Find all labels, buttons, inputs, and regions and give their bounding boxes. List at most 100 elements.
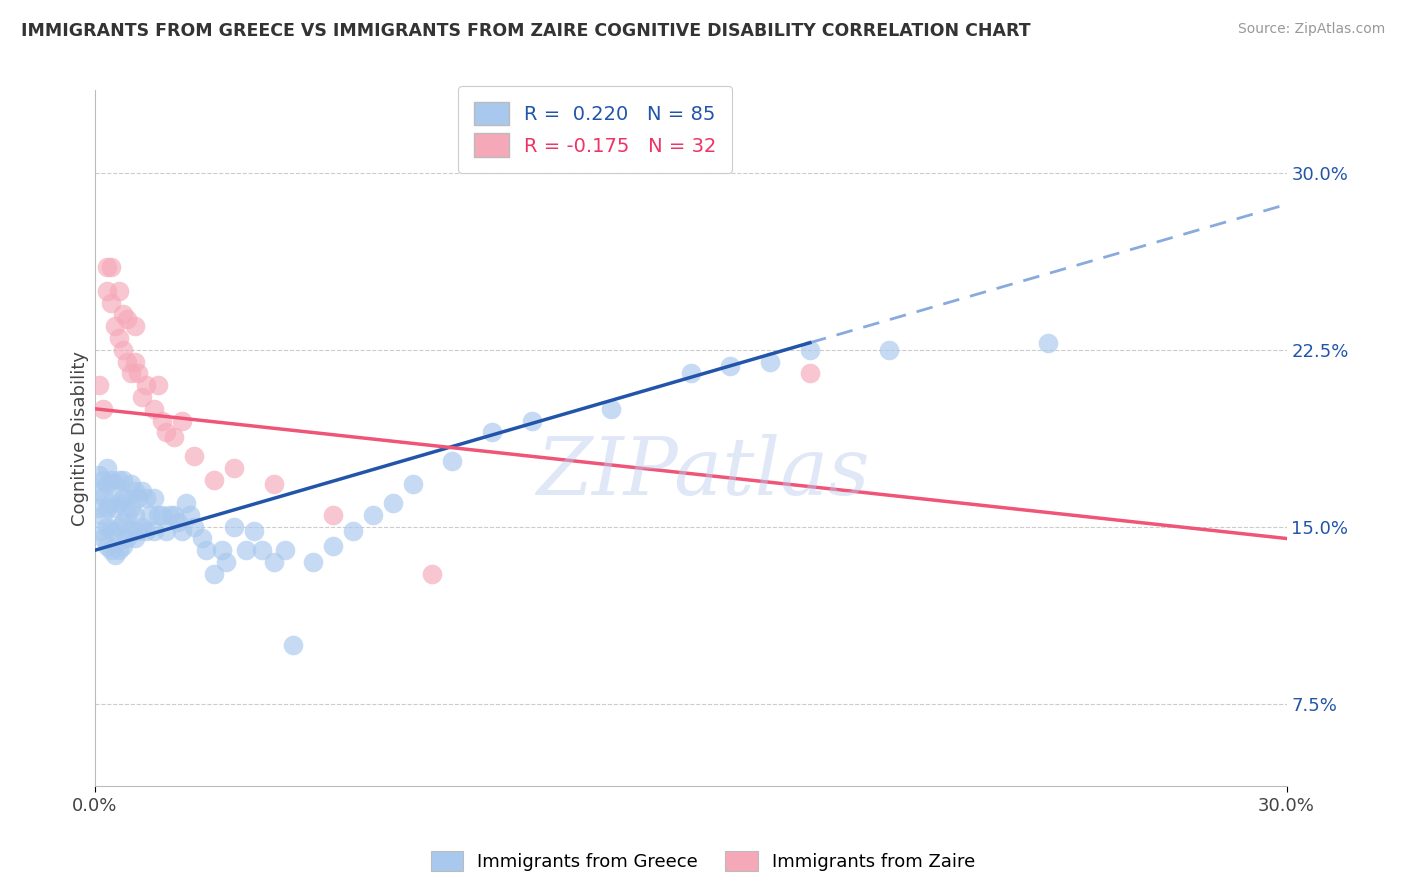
Point (87, 467, 110, 482)
Point (422, 566, 444, 581)
Point (441, 453, 464, 467)
Point (120, 477, 142, 491)
Point (879, 343, 901, 357)
Point (87, 524, 110, 539)
Text: ZIPatlas: ZIPatlas (536, 434, 870, 511)
Text: IMMIGRANTS FROM GREECE VS IMMIGRANTS FROM ZAIRE COGNITIVE DISABILITY CORRELATION: IMMIGRANTS FROM GREECE VS IMMIGRANTS FRO… (21, 22, 1031, 40)
Point (104, 524, 127, 539)
Point (96, 477, 118, 491)
Point (135, 378, 157, 392)
Point (124, 484, 146, 499)
Point (211, 543, 233, 558)
Point (174, 496, 197, 510)
Point (799, 367, 821, 381)
Point (163, 430, 186, 444)
Point (115, 532, 138, 546)
Point (143, 491, 166, 506)
Point (179, 508, 201, 522)
Point (322, 508, 344, 522)
Point (111, 308, 134, 322)
Point (139, 508, 162, 522)
Point (131, 484, 153, 499)
Point (143, 524, 166, 539)
Point (679, 367, 702, 381)
Point (131, 390, 153, 404)
Point (155, 524, 177, 539)
Point (155, 425, 177, 440)
Point (150, 413, 173, 427)
Point (87, 378, 110, 392)
Point (401, 477, 423, 491)
Point (148, 378, 170, 392)
Point (124, 532, 146, 546)
Point (107, 519, 129, 533)
Point (361, 508, 384, 522)
Point (104, 548, 127, 562)
Point (91, 473, 114, 487)
Point (128, 491, 150, 506)
Point (115, 508, 138, 522)
Point (100, 496, 122, 510)
Point (91, 532, 114, 546)
Point (104, 500, 127, 515)
Point (120, 500, 142, 515)
Point (87, 500, 110, 515)
Point (163, 508, 186, 522)
Point (131, 519, 153, 533)
Point (202, 473, 225, 487)
Point (124, 508, 146, 522)
Point (124, 354, 146, 368)
Point (115, 312, 138, 326)
Point (274, 543, 297, 558)
Y-axis label: Cognitive Disability: Cognitive Disability (72, 351, 89, 525)
Point (195, 543, 218, 558)
Point (135, 524, 157, 539)
Point (242, 524, 264, 539)
Point (128, 367, 150, 381)
Point (111, 515, 134, 529)
Legend: Immigrants from Greece, Immigrants from Zaire: Immigrants from Greece, Immigrants from … (423, 844, 983, 879)
Point (759, 354, 782, 368)
Point (1038, 335, 1060, 350)
Point (167, 515, 190, 529)
Point (100, 295, 122, 310)
Point (124, 319, 146, 334)
Point (183, 449, 205, 463)
Point (215, 555, 238, 569)
Point (100, 260, 122, 275)
Point (172, 413, 194, 427)
Point (91, 489, 114, 503)
Point (91, 401, 114, 416)
Point (115, 491, 138, 506)
Point (159, 508, 181, 522)
Point (107, 331, 129, 345)
Point (520, 413, 543, 427)
Point (91, 508, 114, 522)
Point (263, 477, 285, 491)
Point (381, 496, 404, 510)
Point (718, 359, 741, 374)
Point (111, 491, 134, 506)
Point (143, 401, 166, 416)
Point (107, 496, 129, 510)
Point (191, 532, 214, 546)
Point (481, 425, 503, 440)
Point (172, 524, 194, 539)
Point (96, 460, 118, 475)
Point (96, 284, 118, 298)
Point (111, 343, 134, 357)
Point (183, 519, 205, 533)
Point (150, 508, 173, 522)
Point (96, 500, 118, 515)
Point (96, 539, 118, 553)
Point (222, 460, 245, 475)
Point (111, 539, 134, 553)
Point (107, 543, 129, 558)
Legend: R =  0.220   N = 85, R = -0.175   N = 32: R = 0.220 N = 85, R = -0.175 N = 32 (458, 87, 733, 172)
Point (263, 555, 285, 569)
Point (148, 508, 170, 522)
Point (120, 524, 142, 539)
Point (107, 473, 129, 487)
Point (111, 473, 134, 487)
Point (600, 401, 623, 416)
